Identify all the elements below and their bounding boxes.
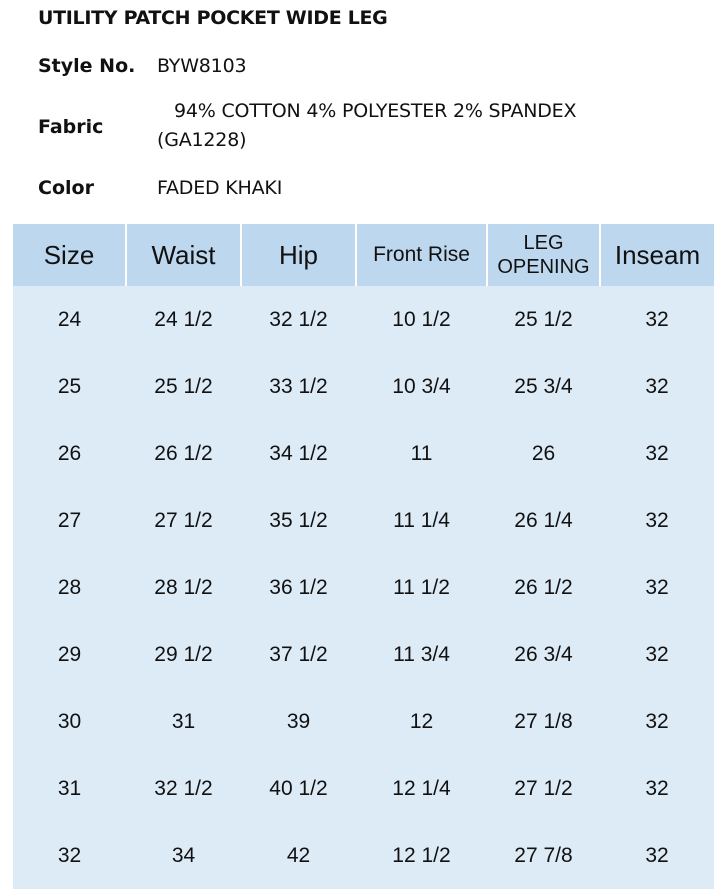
table-cell: 27 1/2 (487, 755, 600, 822)
table-cell: 11 1/4 (356, 487, 487, 554)
table-cell: 27 7/8 (487, 822, 600, 889)
style-label: Style No. (38, 55, 136, 77)
table-cell: 32 (13, 822, 126, 889)
table-cell: 31 (126, 688, 241, 755)
table-cell: 24 1/2 (126, 286, 241, 353)
size-chart-table: Size Waist Hip Front Rise LEG OPENING Inseam … (13, 224, 714, 889)
table-cell: 29 (13, 621, 126, 688)
table-row: 30 31 39 12 27 1/8 32 (13, 688, 714, 755)
table-cell: 32 (600, 286, 714, 353)
table-row: 31 32 1/2 40 1/2 12 1/4 27 1/2 32 (13, 755, 714, 822)
table-cell: 32 1/2 (126, 755, 241, 822)
table-cell: 34 1/2 (241, 420, 356, 487)
header-row: Size Waist Hip Front Rise LEG OPENING Inseam (13, 224, 714, 286)
column-header: Size (13, 224, 126, 286)
table-cell: 34 (126, 822, 241, 889)
table-cell: 26 1/2 (487, 554, 600, 621)
table-cell: 12 (356, 688, 487, 755)
table-cell: 32 (600, 688, 714, 755)
column-header: Inseam (599, 224, 714, 286)
table-cell: 32 1/2 (241, 286, 356, 353)
table-cell: 11 1/2 (356, 554, 487, 621)
table-cell: 25 1/2 (126, 353, 241, 420)
table-cell: 30 (13, 688, 126, 755)
column-header: Waist (125, 224, 241, 286)
column-header: LEG OPENING (486, 224, 600, 286)
table-cell: 40 1/2 (241, 755, 356, 822)
table-cell: 26 1/4 (487, 487, 600, 554)
table-cell: 25 3/4 (487, 353, 600, 420)
table-cell: 32 (600, 621, 714, 688)
table-cell: 32 (600, 554, 714, 621)
table-cell: 26 3/4 (487, 621, 600, 688)
table-cell: 37 1/2 (241, 621, 356, 688)
table-cell: 28 1/2 (126, 554, 241, 621)
table-row: 27 27 1/2 35 1/2 11 1/4 26 1/4 32 (13, 487, 714, 554)
color-value: FADED KHAKI (157, 177, 283, 199)
table-cell: 26 1/2 (126, 420, 241, 487)
table-cell: 32 (600, 353, 714, 420)
table-cell: 32 (600, 487, 714, 554)
table-row: 28 28 1/2 36 1/2 11 1/2 26 1/2 32 (13, 554, 714, 621)
product-title: UTILITY PATCH POCKET WIDE LEG (38, 7, 388, 29)
color-label: Color (38, 177, 94, 199)
table-cell: 27 (13, 487, 126, 554)
table-cell: 29 1/2 (126, 621, 241, 688)
table-row: 26 26 1/2 34 1/2 11 26 32 (13, 420, 714, 487)
table-cell: 31 (13, 755, 126, 822)
table-cell: 36 1/2 (241, 554, 356, 621)
table-row: 29 29 1/2 37 1/2 11 3/4 26 3/4 32 (13, 621, 714, 688)
table-cell: 11 3/4 (356, 621, 487, 688)
column-header: Front Rise (355, 224, 487, 286)
table-cell: 25 1/2 (487, 286, 600, 353)
table-cell: 27 1/8 (487, 688, 600, 755)
table-cell: 12 1/4 (356, 755, 487, 822)
table-cell: 27 1/2 (126, 487, 241, 554)
table-row: 24 24 1/2 32 1/2 10 1/2 25 1/2 32 (13, 286, 714, 353)
table-cell: 10 1/2 (356, 286, 487, 353)
table-cell: 42 (241, 822, 356, 889)
table-cell: 33 1/2 (241, 353, 356, 420)
table-cell: 10 3/4 (356, 353, 487, 420)
table-cell: 35 1/2 (241, 487, 356, 554)
column-header: Hip (240, 224, 356, 286)
table-cell: 26 (487, 420, 600, 487)
table-cell: 24 (13, 286, 126, 353)
table-cell: 26 (13, 420, 126, 487)
table-cell: 32 (600, 420, 714, 487)
table-cell: 11 (356, 420, 487, 487)
fabric-label: Fabric (38, 116, 104, 138)
table-cell: 32 (600, 822, 714, 889)
table-cell: 25 (13, 353, 126, 420)
table-cell: 39 (241, 688, 356, 755)
style-value: BYW8103 (157, 55, 247, 77)
table-row: 32 34 42 12 1/2 27 7/8 32 (13, 822, 714, 889)
table-cell: 28 (13, 554, 126, 621)
table-cell: 12 1/2 (356, 822, 487, 889)
table-cell: 32 (600, 755, 714, 822)
fabric-value: 94% COTTON 4% POLYESTER 2% SPANDEX (GA12… (157, 100, 577, 151)
table-row: 25 25 1/2 33 1/2 10 3/4 25 3/4 32 (13, 353, 714, 420)
